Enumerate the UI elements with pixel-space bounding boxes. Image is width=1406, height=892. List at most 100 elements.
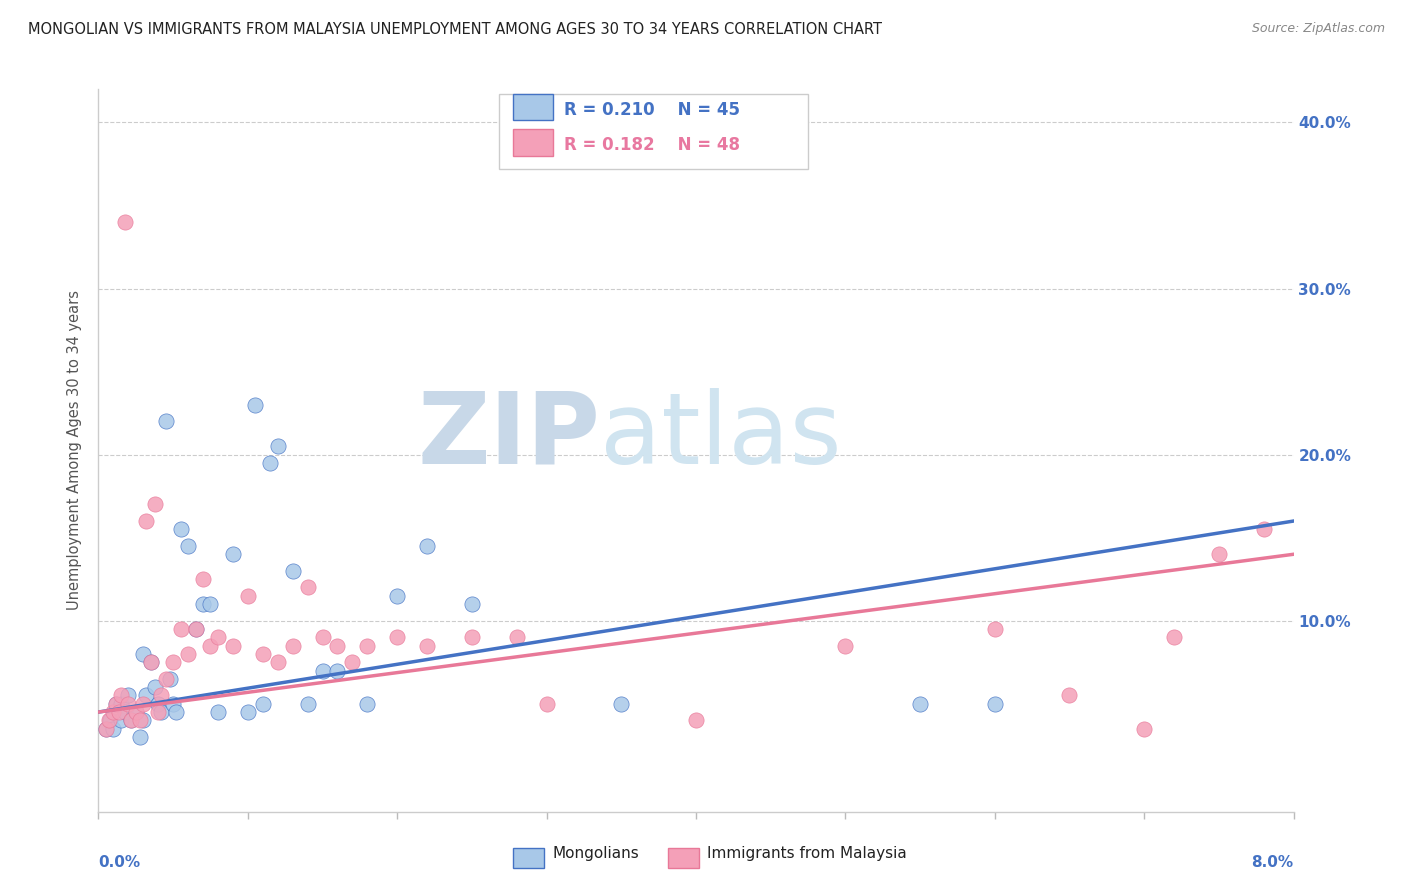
Point — [297, 697, 319, 711]
Point — [506, 630, 529, 644]
Point — [610, 697, 633, 711]
Text: R = 0.210    N = 45: R = 0.210 N = 45 — [564, 101, 740, 119]
Text: 8.0%: 8.0% — [1251, 855, 1294, 870]
Point — [177, 539, 200, 553]
Point — [150, 705, 173, 719]
Point — [143, 680, 166, 694]
Point — [281, 564, 304, 578]
Point — [184, 622, 207, 636]
Point — [984, 697, 1007, 711]
Point — [222, 639, 245, 653]
Point — [1253, 522, 1275, 536]
Point — [267, 655, 290, 669]
Point — [252, 647, 274, 661]
Point — [155, 672, 177, 686]
Point — [94, 722, 117, 736]
Point — [117, 697, 139, 711]
Point — [984, 622, 1007, 636]
Point — [132, 647, 155, 661]
Point — [120, 714, 142, 728]
Text: ZIP: ZIP — [418, 387, 600, 484]
Point — [94, 722, 117, 736]
Point — [148, 705, 170, 719]
Point — [281, 639, 304, 653]
Point — [103, 705, 125, 719]
Point — [135, 689, 157, 703]
Point — [356, 697, 378, 711]
Point — [200, 639, 222, 653]
Point — [135, 514, 157, 528]
Text: Immigrants from Malaysia: Immigrants from Malaysia — [707, 847, 907, 861]
Point — [132, 697, 155, 711]
Point — [110, 697, 132, 711]
Point — [1208, 547, 1230, 561]
Point — [150, 689, 173, 703]
Point — [191, 597, 214, 611]
Point — [155, 414, 177, 428]
Point — [461, 597, 484, 611]
Point — [148, 697, 170, 711]
Point — [129, 714, 152, 728]
Point — [143, 498, 166, 512]
Point — [1133, 722, 1156, 736]
Point — [385, 589, 409, 603]
Point — [177, 647, 200, 661]
Text: 0.0%: 0.0% — [98, 855, 141, 870]
Point — [125, 705, 148, 719]
Point — [326, 639, 349, 653]
Point — [98, 714, 122, 728]
Point — [236, 589, 259, 603]
Point — [117, 689, 139, 703]
Point — [108, 705, 131, 719]
Point — [200, 597, 222, 611]
Point — [110, 714, 132, 728]
Point — [236, 705, 259, 719]
Point — [416, 639, 439, 653]
Point — [159, 672, 181, 686]
Point — [139, 655, 162, 669]
Point — [685, 714, 707, 728]
Text: Mongolians: Mongolians — [553, 847, 640, 861]
Point — [311, 664, 333, 678]
Point — [311, 630, 333, 644]
Point — [222, 547, 245, 561]
Point — [536, 697, 558, 711]
Point — [461, 630, 484, 644]
Point — [385, 630, 409, 644]
Text: R = 0.182    N = 48: R = 0.182 N = 48 — [564, 136, 740, 154]
Text: MONGOLIAN VS IMMIGRANTS FROM MALAYSIA UNEMPLOYMENT AMONG AGES 30 TO 34 YEARS COR: MONGOLIAN VS IMMIGRANTS FROM MALAYSIA UN… — [28, 22, 882, 37]
Point — [252, 697, 274, 711]
Point — [105, 697, 128, 711]
Point — [162, 697, 184, 711]
Point — [184, 622, 207, 636]
Point — [114, 705, 136, 719]
Point — [120, 714, 142, 728]
Point — [169, 622, 191, 636]
Point — [356, 639, 378, 653]
Point — [297, 581, 319, 595]
Point — [267, 439, 290, 453]
Point — [132, 714, 155, 728]
Point — [834, 639, 856, 653]
Point — [165, 705, 187, 719]
Point — [245, 398, 267, 412]
Point — [908, 697, 931, 711]
Text: atlas: atlas — [600, 387, 842, 484]
Point — [162, 655, 184, 669]
Point — [342, 655, 364, 669]
Point — [103, 722, 125, 736]
Point — [110, 689, 132, 703]
Point — [207, 705, 229, 719]
Text: Source: ZipAtlas.com: Source: ZipAtlas.com — [1251, 22, 1385, 36]
Point — [207, 630, 229, 644]
Y-axis label: Unemployment Among Ages 30 to 34 years: Unemployment Among Ages 30 to 34 years — [67, 291, 83, 610]
Point — [129, 730, 152, 744]
Point — [1059, 689, 1081, 703]
Point — [97, 714, 120, 728]
Point — [169, 522, 191, 536]
Point — [105, 697, 128, 711]
Point — [1163, 630, 1185, 644]
Point — [139, 655, 162, 669]
Point — [259, 456, 281, 470]
Point — [326, 664, 349, 678]
